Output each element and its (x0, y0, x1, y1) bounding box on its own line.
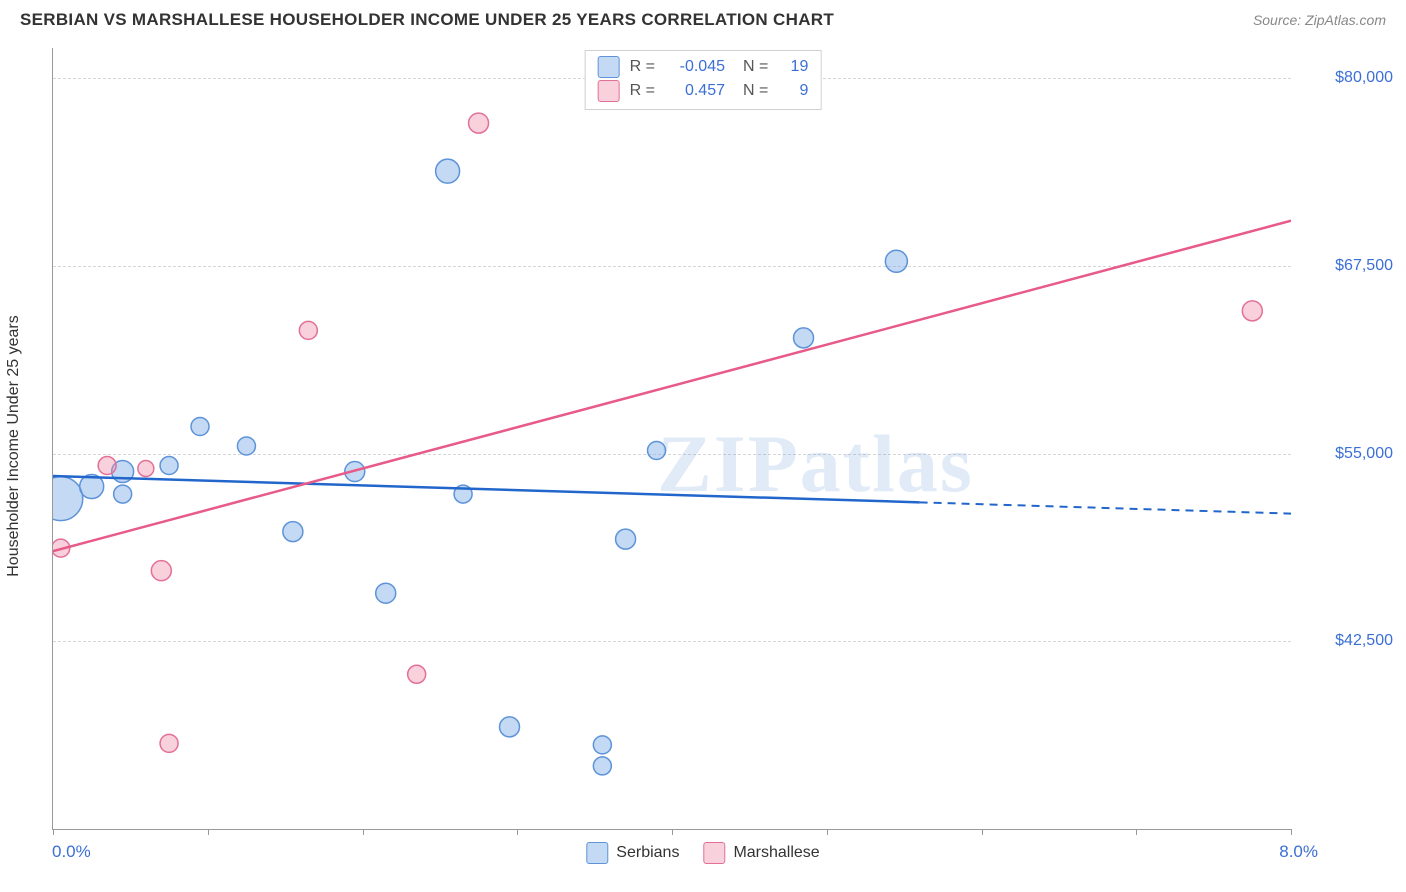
data-point (191, 417, 209, 435)
x-tick (982, 829, 983, 835)
source-attribution: Source: ZipAtlas.com (1253, 12, 1386, 28)
data-point (593, 736, 611, 754)
trend-line-extrapolated (920, 502, 1291, 513)
r-value: -0.045 (665, 58, 725, 76)
data-point (794, 328, 814, 348)
y-tick-label: $67,500 (1335, 257, 1393, 275)
data-point (283, 522, 303, 542)
x-tick (672, 829, 673, 835)
legend-label: Serbians (616, 844, 679, 862)
legend-stat-row: R =0.457N =9 (598, 79, 809, 103)
data-point (648, 442, 666, 460)
data-point (138, 461, 154, 477)
data-point (299, 321, 317, 339)
x-tick (517, 829, 518, 835)
trend-line (53, 476, 920, 502)
data-point (469, 113, 489, 133)
data-point (408, 665, 426, 683)
scatter-plot-svg (53, 48, 1291, 829)
data-point (151, 561, 171, 581)
data-point (53, 477, 83, 521)
legend-swatch (598, 56, 620, 78)
legend-swatch (586, 842, 608, 864)
data-point (237, 437, 255, 455)
data-point (436, 159, 460, 183)
data-point (1242, 301, 1262, 321)
legend-item: Marshallese (703, 842, 819, 864)
x-axis-max-label: 8.0% (1279, 842, 1318, 862)
data-point (160, 457, 178, 475)
r-value: 0.457 (665, 82, 725, 100)
data-point (376, 583, 396, 603)
chart-title: SERBIAN VS MARSHALLESE HOUSEHOLDER INCOM… (20, 10, 834, 30)
data-point (98, 457, 116, 475)
bottom-legend: Serbians Marshallese (586, 842, 819, 864)
legend-swatch (703, 842, 725, 864)
x-tick (827, 829, 828, 835)
data-point (885, 250, 907, 272)
legend-item: Serbians (586, 842, 679, 864)
y-tick-label: $80,000 (1335, 69, 1393, 87)
legend-label: Marshallese (733, 844, 819, 862)
legend-swatch (598, 80, 620, 102)
x-tick (53, 829, 54, 835)
n-value: 9 (778, 82, 808, 100)
y-tick-label: $42,500 (1335, 632, 1393, 650)
data-point (593, 757, 611, 775)
x-tick (1291, 829, 1292, 835)
x-tick (208, 829, 209, 835)
legend-stat-row: R =-0.045N =19 (598, 55, 809, 79)
x-axis-min-label: 0.0% (52, 842, 91, 862)
y-tick-label: $55,000 (1335, 445, 1393, 463)
data-point (160, 734, 178, 752)
data-point (500, 717, 520, 737)
x-tick (363, 829, 364, 835)
correlation-legend-box: R =-0.045N =19R =0.457N =9 (585, 50, 822, 110)
n-value: 19 (778, 58, 808, 76)
chart-area: $42,500$55,000$67,500$80,000 (52, 48, 1291, 830)
trend-line (53, 221, 1291, 551)
data-point (114, 485, 132, 503)
y-axis-title: Householder Income Under 25 years (5, 315, 23, 576)
data-point (616, 529, 636, 549)
x-tick (1136, 829, 1137, 835)
